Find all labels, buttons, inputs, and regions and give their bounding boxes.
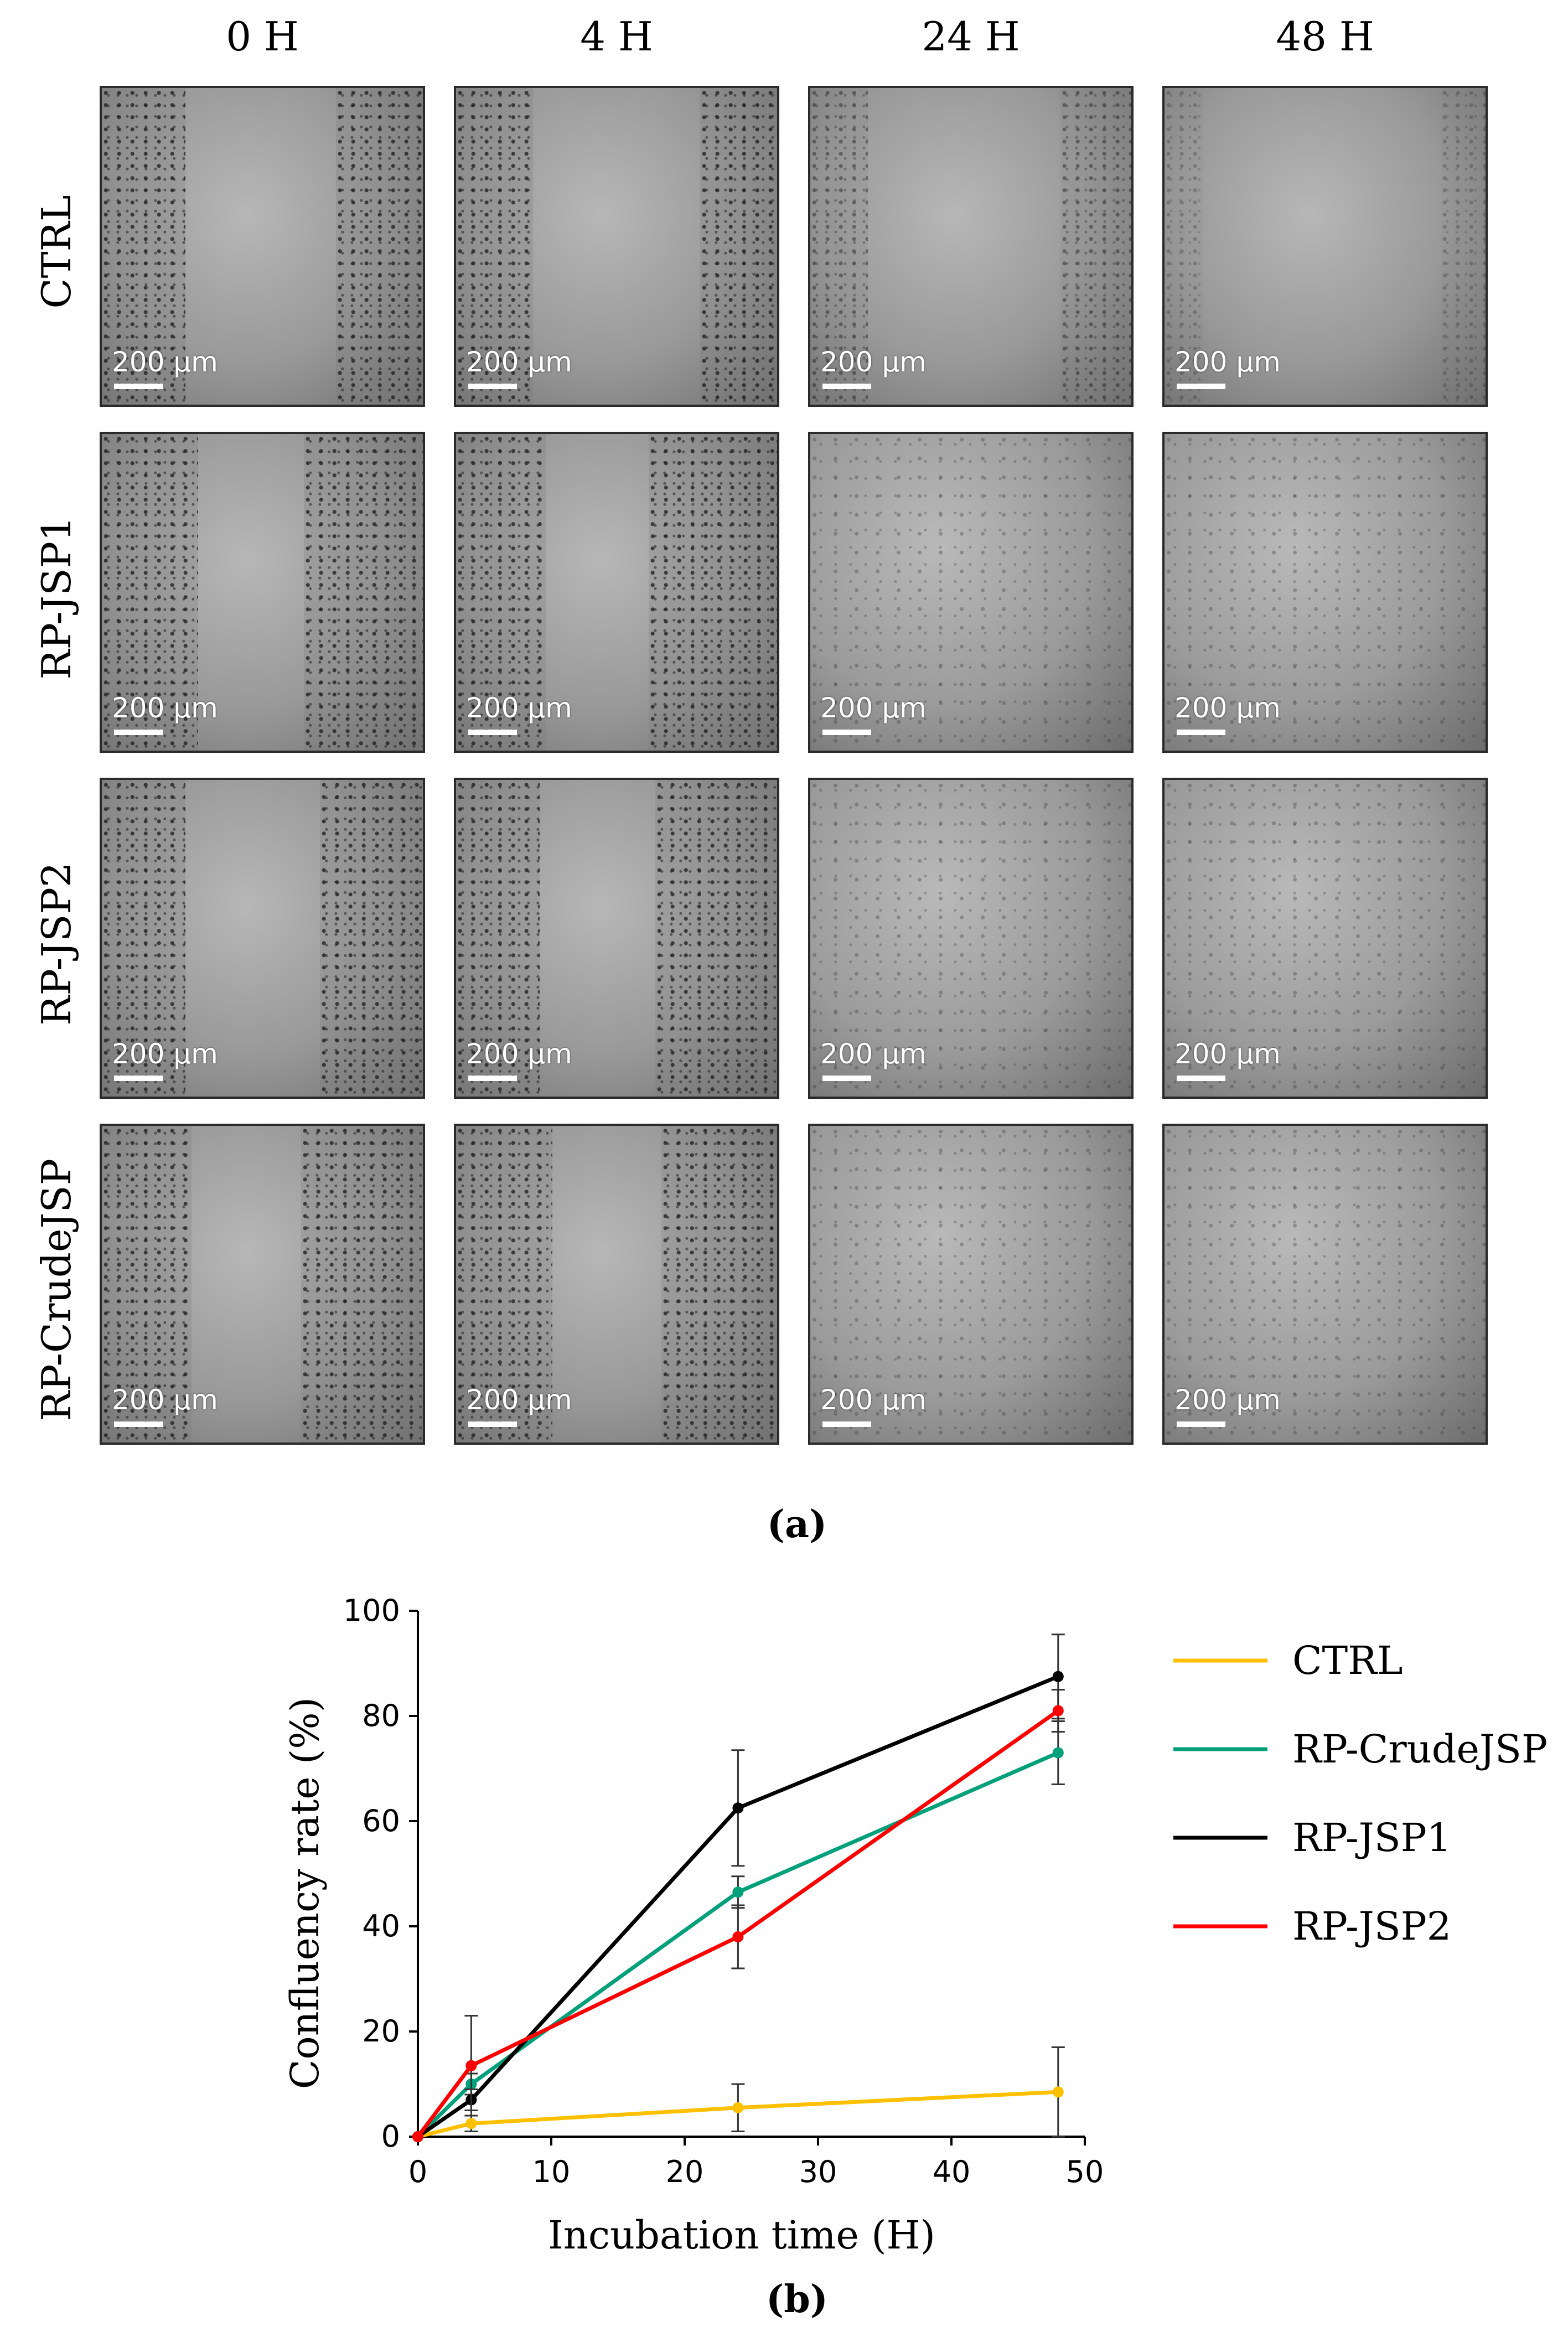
scale-bar: [468, 1421, 517, 1427]
x-tick-label: 10: [532, 2154, 571, 2189]
y-tick-label: 40: [362, 1909, 400, 1943]
scale-label: 200 µm: [1174, 692, 1281, 724]
y-tick-label: 0: [381, 2119, 400, 2154]
scale-bar: [1177, 384, 1225, 389]
column-header-24h: 24 H: [922, 13, 1020, 60]
scale-bar: [468, 1076, 517, 1081]
data-point-ctrl: [732, 2102, 744, 2113]
scale-bar: [468, 384, 517, 389]
scale-label: 200 µm: [820, 1038, 927, 1070]
scale-label: 200 µm: [112, 692, 218, 724]
row-label-rp-jsp2: RP-JSP2: [33, 862, 80, 1026]
data-point-rp-jsp2: [465, 2060, 477, 2071]
legend-label-rp-jsp1: RP-JSP1: [1292, 1815, 1451, 1860]
legend-label-ctrl: CTRL: [1292, 1638, 1403, 1683]
micrograph-ctrl-0h: 200 µm: [100, 86, 425, 407]
data-point-rp-jsp1: [732, 1802, 744, 1814]
scale-bar: [468, 730, 517, 735]
scale-bar: [114, 384, 163, 389]
panel-b-label: (b): [766, 2277, 828, 2322]
legend-label-rp-crudejsp: RP-CrudeJSP: [1292, 1726, 1548, 1772]
y-tick-label: 80: [362, 1698, 400, 1733]
micrograph-rp-crudejsp-4h: 200 µm: [454, 1124, 779, 1445]
micrograph-rp-jsp2-0h: 200 µm: [100, 778, 425, 1099]
scale-label: 200 µm: [466, 1384, 572, 1416]
micrograph-rp-jsp1-48h: 200 µm: [1162, 432, 1488, 753]
row-label-rp-crudejsp: RP-CrudeJSP: [33, 1158, 80, 1421]
scale-label: 200 µm: [112, 1038, 218, 1070]
scale-label: 200 µm: [820, 346, 927, 378]
scale-label: 200 µm: [112, 346, 218, 378]
data-point-rp-crudejsp: [1052, 1747, 1064, 1759]
scale-bar: [1177, 1076, 1225, 1081]
scale-label: 200 µm: [112, 1384, 218, 1416]
scale-bar: [1177, 1421, 1225, 1427]
x-axis-title: Incubation time (H): [548, 2212, 935, 2258]
chart-series: [412, 1633, 1065, 2142]
micrograph-rp-jsp1-4h: 200 µm: [454, 432, 779, 753]
micrograph-rp-jsp1-0h: 200 µm: [100, 432, 425, 753]
micrograph-rp-jsp2-4h: 200 µm: [454, 778, 779, 1099]
data-point-rp-jsp1: [1052, 1671, 1064, 1682]
panel-a-label: (a): [767, 1502, 827, 1547]
legend-label-rp-jsp2: RP-JSP2: [1292, 1904, 1451, 1949]
data-point-ctrl: [465, 2118, 477, 2129]
scale-bar: [822, 730, 871, 735]
scale-label: 200 µm: [820, 1384, 927, 1416]
micrograph-ctrl-4h: 200 µm: [454, 86, 779, 407]
scale-label: 200 µm: [1174, 346, 1281, 378]
x-tick-label: 30: [799, 2154, 837, 2189]
micrograph-rp-jsp2-48h: 200 µm: [1162, 778, 1488, 1099]
data-point-rp-jsp2: [732, 1931, 744, 1942]
y-axis-title: Confluency rate (%): [282, 1697, 328, 2089]
scale-label: 200 µm: [820, 692, 927, 724]
scale-bar: [114, 1076, 163, 1081]
column-header-48h: 48 H: [1276, 13, 1374, 60]
micrograph-ctrl-24h: 200 µm: [808, 86, 1134, 407]
column-header-0h: 0 H: [226, 13, 299, 60]
row-label-ctrl: CTRL: [33, 195, 80, 309]
chart-legend: CTRL RP-CrudeJSP RP-JSP1 RP-JSP2: [1173, 1638, 1548, 1949]
x-tick-label: 0: [408, 2154, 427, 2189]
scale-bar: [1177, 730, 1225, 735]
y-tick-label: 100: [343, 1593, 400, 1628]
scale-label: 200 µm: [1174, 1038, 1281, 1070]
confluency-line-chart: 0 10 20 30 40 50 0 20 40 60 80 100 CTRL RP-CrudeJSP R…: [282, 1593, 1548, 2258]
chart-axes: [417, 1611, 1085, 2138]
micrograph-ctrl-48h: 200 µm: [1162, 86, 1488, 407]
y-tick-label: 20: [362, 2014, 400, 2049]
chart-ticks: 0 10 20 30 40 50 0 20 40 60 80 100: [343, 1593, 1104, 2189]
scale-bar: [114, 1421, 163, 1427]
row-label-rp-jsp1: RP-JSP1: [33, 516, 80, 680]
scale-label: 200 µm: [466, 692, 572, 724]
x-tick-label: 50: [1066, 2154, 1104, 2189]
series-line-rp-jsp1: [417, 1674, 1059, 2138]
scale-bar: [822, 384, 871, 389]
data-point-rp-crudejsp: [732, 1886, 744, 1898]
micrograph-rp-crudejsp-0h: 200 µm: [100, 1124, 425, 1445]
column-header-4h: 4 H: [580, 13, 653, 60]
y-tick-label: 60: [362, 1803, 400, 1838]
series-line-rp-jsp2: [416, 1709, 1059, 2138]
x-tick-label: 20: [666, 2154, 704, 2189]
scale-label: 200 µm: [1174, 1384, 1281, 1416]
scale-label: 200 µm: [466, 1038, 572, 1070]
series-line-ctrl: [417, 2090, 1058, 2139]
scale-bar: [114, 730, 163, 735]
data-point-rp-jsp2: [412, 2131, 423, 2142]
scale-label: 200 µm: [466, 346, 572, 378]
micrograph-rp-crudejsp-48h: 200 µm: [1162, 1124, 1488, 1445]
micrograph-rp-jsp1-24h: 200 µm: [808, 432, 1134, 753]
data-point-rp-jsp2: [1052, 1705, 1064, 1717]
x-tick-label: 40: [933, 2154, 971, 2189]
scale-bar: [822, 1421, 871, 1427]
micrograph-rp-jsp2-24h: 200 µm: [808, 778, 1134, 1099]
scale-bar: [822, 1076, 871, 1081]
data-point-ctrl: [1052, 2086, 1064, 2098]
micrograph-rp-crudejsp-24h: 200 µm: [808, 1124, 1134, 1445]
